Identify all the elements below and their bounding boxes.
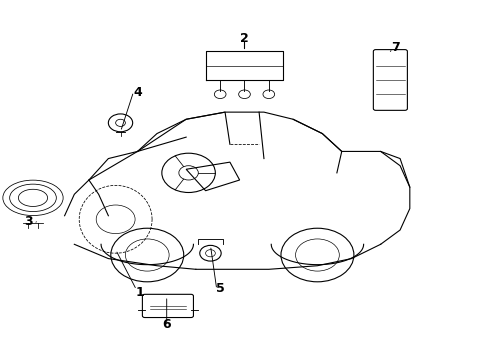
FancyBboxPatch shape xyxy=(372,50,407,111)
Text: 5: 5 xyxy=(215,283,224,296)
Text: 1: 1 xyxy=(135,286,144,299)
FancyBboxPatch shape xyxy=(142,294,193,318)
Text: 4: 4 xyxy=(133,86,142,99)
Text: 7: 7 xyxy=(390,41,399,54)
Text: 6: 6 xyxy=(162,318,171,331)
Text: 3: 3 xyxy=(24,215,32,228)
Text: 2: 2 xyxy=(240,32,248,45)
